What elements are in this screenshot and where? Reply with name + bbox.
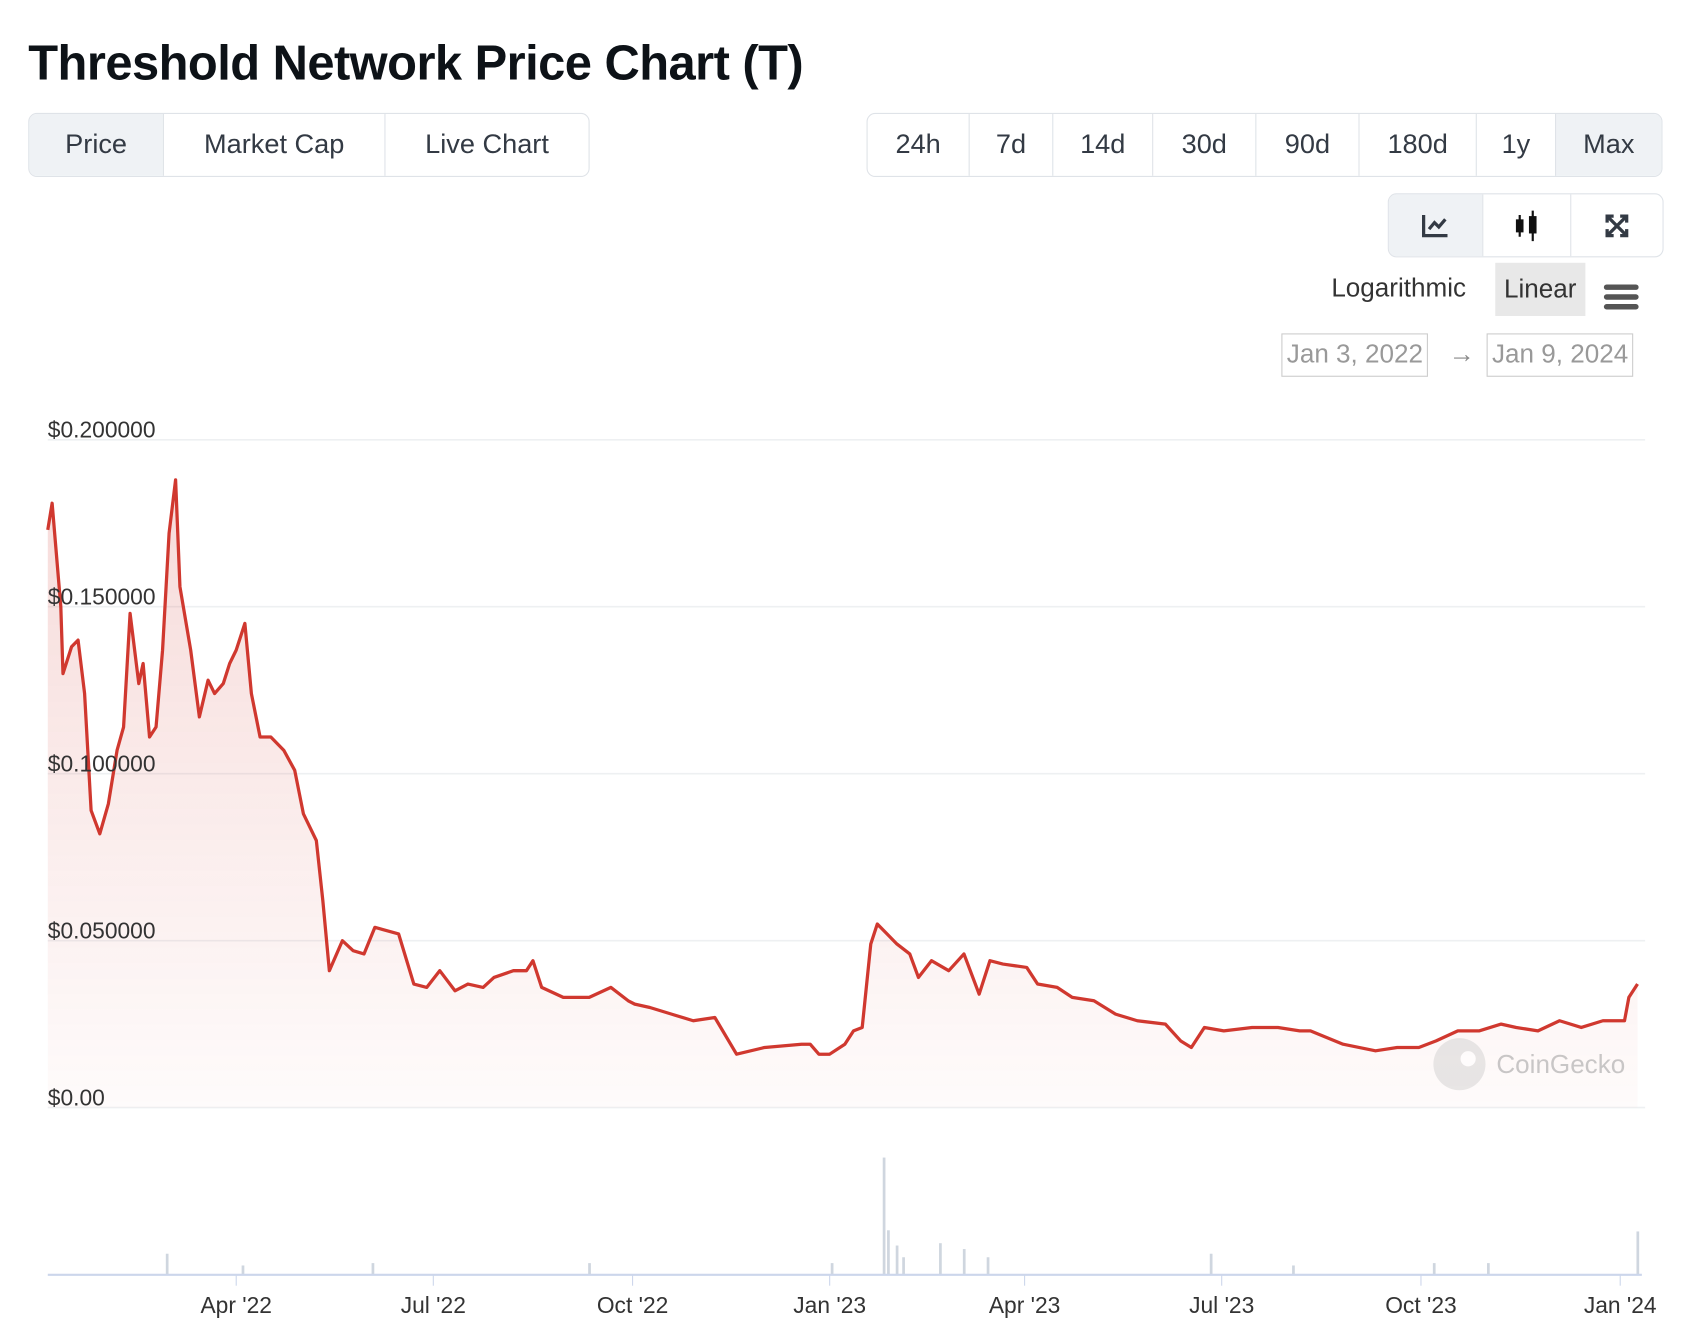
volume-bar [1636, 1231, 1640, 1275]
x-tick-label: Jul '23 [1189, 1292, 1254, 1318]
range-selector: 24h 7d 14d 30d 90d 180d 1y Max [866, 112, 1663, 178]
y-tick-label: $0.200000 [48, 417, 156, 443]
volume-bar [588, 1263, 591, 1275]
range-90d[interactable]: 90d [1255, 114, 1358, 176]
range-14d[interactable]: 14d [1052, 114, 1152, 176]
arrow-right-icon: → [1448, 339, 1475, 370]
x-tick-label: Apr '23 [989, 1292, 1061, 1318]
volume-bar [830, 1263, 834, 1275]
tab-market-cap[interactable]: Market Cap [162, 114, 385, 176]
x-tick-label: Jan '23 [793, 1292, 866, 1318]
y-tick-label: $0.050000 [48, 917, 156, 943]
volume-bar [962, 1249, 966, 1275]
volume-bar [986, 1257, 990, 1275]
fullscreen-icon[interactable] [1570, 194, 1662, 257]
volume-bar [241, 1265, 245, 1275]
svg-text:CoinGecko: CoinGecko [1496, 1049, 1625, 1079]
chart-tabs: Price Market Cap Live Chart [28, 112, 590, 178]
volume-bar [1487, 1263, 1490, 1275]
volume-bar [887, 1230, 890, 1275]
coingecko-watermark: CoinGecko [1433, 1038, 1625, 1091]
volume-bar [939, 1243, 942, 1275]
volume-bar [1432, 1263, 1436, 1275]
menu-icon[interactable] [1603, 284, 1639, 310]
range-180d[interactable]: 180d [1358, 114, 1475, 176]
range-max[interactable]: Max [1555, 114, 1662, 176]
range-24h[interactable]: 24h [895, 129, 941, 160]
range-30d[interactable]: 30d [1152, 114, 1255, 176]
x-tick-label: Oct '23 [1385, 1292, 1457, 1318]
y-tick-label: $0.00 [48, 1084, 105, 1110]
volume-bar [895, 1245, 899, 1275]
tab-live-chart[interactable]: Live Chart [384, 114, 588, 176]
x-tick-label: Jul '22 [401, 1292, 466, 1318]
price-line [46, 478, 1639, 1056]
volume-bar [882, 1157, 886, 1275]
scale-logarithmic[interactable]: Logarithmic [1331, 273, 1467, 303]
line-chart-icon[interactable] [1388, 194, 1483, 257]
volume-bar [1209, 1253, 1213, 1275]
date-to-input[interactable]: Jan 9, 2024 [1486, 333, 1634, 377]
volume-bar [1292, 1265, 1295, 1275]
y-tick-label: $0.100000 [48, 751, 156, 777]
price-area [47, 479, 1638, 1108]
volume-bar [165, 1253, 169, 1275]
date-from-input[interactable]: Jan 3, 2022 [1281, 333, 1429, 377]
volume-bar [371, 1263, 375, 1275]
x-tick-label: Apr '22 [200, 1292, 272, 1318]
page-title: Threshold Network Price Chart (T) [28, 34, 804, 91]
range-7d[interactable]: 7d [968, 114, 1053, 176]
tab-price[interactable]: Price [29, 114, 163, 176]
candlestick-icon[interactable] [1482, 194, 1570, 257]
volume-bar [902, 1257, 905, 1275]
x-tick-label: Jan '24 [1584, 1292, 1657, 1318]
range-1y[interactable]: 1y [1475, 114, 1555, 176]
y-tick-label: $0.150000 [48, 584, 156, 610]
x-tick-label: Oct '22 [597, 1292, 669, 1318]
chart-type-selector [1387, 193, 1664, 258]
scale-linear[interactable]: Linear [1495, 262, 1586, 316]
